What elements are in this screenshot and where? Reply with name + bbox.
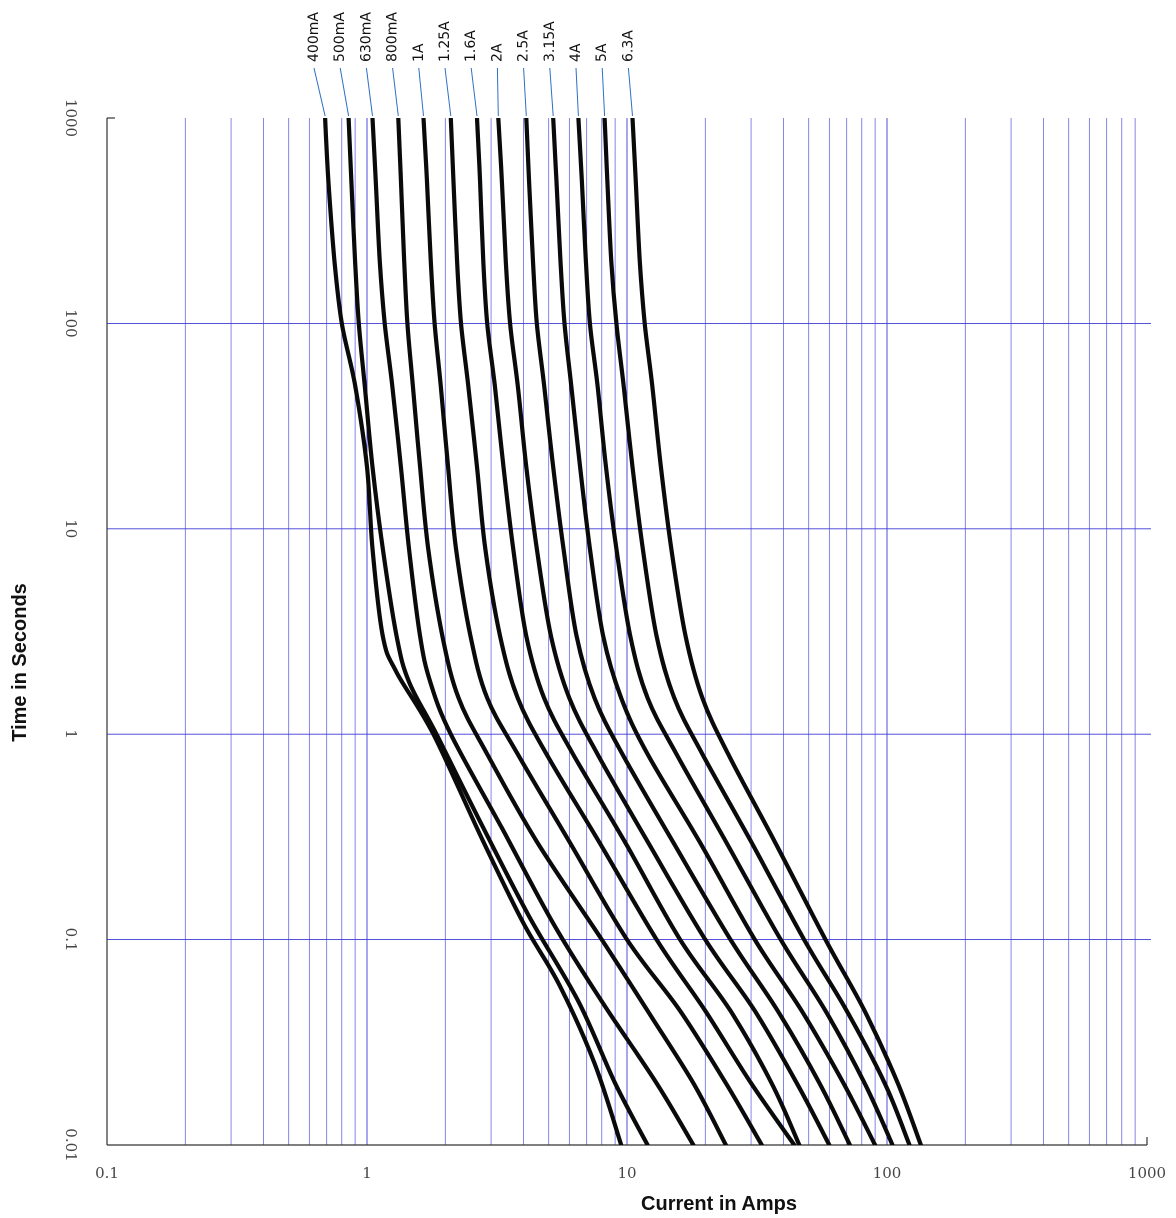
y-tick-label: 10 bbox=[62, 519, 80, 538]
curve-6.3A bbox=[630, 118, 923, 1145]
legend-label-6.3A: 6.3A bbox=[620, 30, 636, 62]
x-tick-label: 0.1 bbox=[95, 1164, 119, 1182]
legend-label-800mA: 800mA bbox=[385, 12, 401, 62]
y-tick-label: 100 bbox=[62, 309, 80, 338]
legend-label-1A: 1A bbox=[411, 43, 427, 62]
y-axis-title: Time in Seconds bbox=[9, 583, 31, 742]
y-tick-label: 1 bbox=[62, 729, 80, 739]
curve-630mA bbox=[370, 118, 696, 1145]
legend-label-5A: 5A bbox=[594, 43, 610, 62]
curve-800mA bbox=[396, 118, 728, 1145]
y-tick-label: 1000 bbox=[62, 99, 80, 137]
legend-label-1.6A: 1.6A bbox=[463, 30, 479, 62]
legend-label-4A: 4A bbox=[568, 43, 584, 62]
legend-label-2.5A: 2.5A bbox=[516, 30, 532, 62]
curve-3.15A bbox=[551, 118, 878, 1145]
legend-label-500mA: 500mA bbox=[332, 12, 348, 62]
leader-line-400mA bbox=[313, 67, 326, 117]
leader-line-3.15A bbox=[549, 67, 554, 117]
curve-2A bbox=[496, 118, 832, 1145]
legend-label-1.25A: 1.25A bbox=[437, 21, 453, 62]
x-tick-label: 1000 bbox=[1128, 1164, 1166, 1182]
legend-label-630mA: 630mA bbox=[358, 12, 374, 62]
legend-label-2A: 2A bbox=[489, 43, 505, 62]
leader-line-1.25A bbox=[444, 67, 452, 117]
leader-line-1.6A bbox=[470, 67, 478, 117]
x-axis-title: Current in Amps bbox=[641, 1193, 797, 1215]
curve-1.25A bbox=[448, 118, 797, 1145]
leader-line-4A bbox=[575, 67, 579, 117]
legend-label-400mA: 400mA bbox=[306, 12, 322, 62]
y-tick-label: 0.1 bbox=[62, 928, 80, 952]
curve-5A bbox=[602, 118, 912, 1145]
leader-line-800mA bbox=[392, 67, 399, 117]
curve-500mA bbox=[346, 118, 650, 1145]
curve-2.5A bbox=[524, 118, 852, 1145]
leader-line-500mA bbox=[339, 67, 350, 117]
legend-label-3.15A: 3.15A bbox=[542, 21, 558, 62]
leader-line-5A bbox=[601, 67, 606, 117]
leader-line-1A bbox=[418, 67, 424, 117]
leader-line-2.5A bbox=[523, 67, 527, 117]
curve-1.6A bbox=[474, 118, 802, 1145]
curve-1A bbox=[421, 118, 764, 1145]
x-tick-label: 100 bbox=[873, 1164, 902, 1182]
curve-400mA bbox=[323, 118, 624, 1145]
y-tick-label: 0.01 bbox=[62, 1128, 80, 1161]
leader-line-6.3A bbox=[627, 67, 633, 117]
x-tick-label: 10 bbox=[617, 1164, 636, 1182]
x-tick-label: 1 bbox=[362, 1164, 372, 1182]
curve-4A bbox=[576, 118, 895, 1145]
leader-line-2A bbox=[496, 67, 499, 117]
leader-line-630mA bbox=[365, 67, 373, 117]
